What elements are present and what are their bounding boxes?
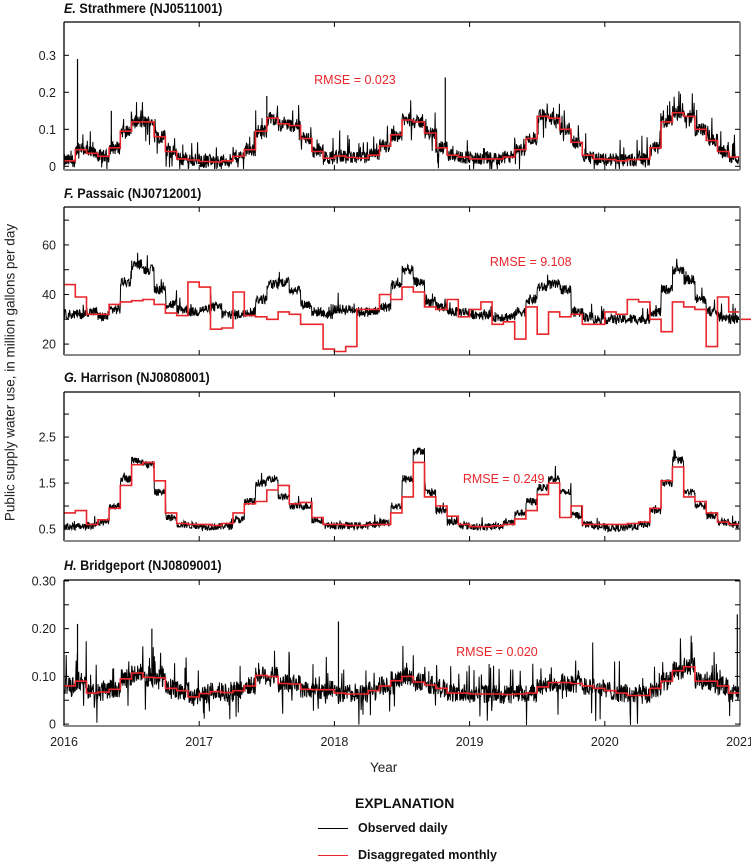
rmse-annotation: RMSE = 0.249 xyxy=(463,472,545,486)
panel-title: H. Bridgeport (NJ0809001) xyxy=(64,557,222,573)
panel-letter: G. xyxy=(64,369,81,385)
panel-letter: F. xyxy=(64,185,78,201)
y-tick-label: 0.5 xyxy=(39,523,56,537)
y-tick-label: 2.5 xyxy=(39,431,56,445)
rmse-annotation: RMSE = 0.023 xyxy=(314,73,396,87)
y-tick-label: 0 xyxy=(49,718,56,732)
y-tick-label: 40 xyxy=(42,288,56,302)
y-tick-label: 0.30 xyxy=(32,574,56,588)
x-tick-label: 2021 xyxy=(726,735,751,749)
rmse-annotation: RMSE = 9.108 xyxy=(490,255,572,269)
panel-title: E. Strathmere (NJ0511001) xyxy=(64,0,222,16)
panel-title-text: Bridgeport (NJ0809001) xyxy=(80,557,222,573)
panel-title-text: Strathmere (NJ0511001) xyxy=(79,0,223,16)
panel-letter: E. xyxy=(64,0,80,16)
panel-title: G. Harrison (NJ0808001) xyxy=(64,369,210,385)
legend-label-disaggregated: Disaggregated monthly xyxy=(358,848,497,862)
disaggregated-monthly-line xyxy=(64,461,740,528)
observed-daily-line xyxy=(63,447,741,533)
x-tick-label: 2020 xyxy=(591,735,619,749)
y-tick-label: 0.1 xyxy=(39,123,56,137)
legend-swatch-disaggregated xyxy=(318,854,348,856)
observed-daily-line xyxy=(63,252,741,326)
rmse-annotation: RMSE = 0.020 xyxy=(456,645,538,659)
disaggregated-monthly-line xyxy=(64,281,751,353)
panel-title-text: Harrison (NJ0808001) xyxy=(80,369,210,385)
y-tick-label: 1.5 xyxy=(39,477,56,491)
y-axis-label: Public supply water use, in million gall… xyxy=(2,223,18,522)
x-axis-label: Year xyxy=(370,760,398,775)
legend-swatch-observed xyxy=(318,827,348,829)
x-tick-label: 2018 xyxy=(320,735,348,749)
disaggregated-monthly-line xyxy=(64,111,740,163)
panel-title-text: Passaic (NJ0712001) xyxy=(77,185,202,201)
x-tick-label: 2019 xyxy=(456,735,484,749)
y-tick-label: 0.3 xyxy=(39,49,56,63)
panel-title: F. Passaic (NJ0712001) xyxy=(64,185,201,201)
y-tick-label: 0 xyxy=(49,160,56,174)
legend-title: EXPLANATION xyxy=(355,795,455,811)
y-tick-label: 0.20 xyxy=(32,622,56,636)
observed-daily-line xyxy=(63,91,741,170)
x-tick-label: 2017 xyxy=(185,735,213,749)
y-tick-label: 20 xyxy=(42,338,56,352)
legend-label-observed: Observed daily xyxy=(358,821,448,835)
legend-entry-disaggregated: Disaggregated monthly xyxy=(318,848,497,862)
panel-letter: H. xyxy=(64,557,81,573)
y-tick-label: 0.2 xyxy=(39,86,56,100)
y-tick-label: 0.10 xyxy=(32,670,56,684)
y-tick-label: 60 xyxy=(42,238,56,252)
disaggregated-monthly-line xyxy=(64,666,741,698)
observed-daily-line xyxy=(63,635,741,726)
x-tick-label: 2016 xyxy=(50,735,78,749)
legend-entry-observed: Observed daily xyxy=(318,821,448,835)
